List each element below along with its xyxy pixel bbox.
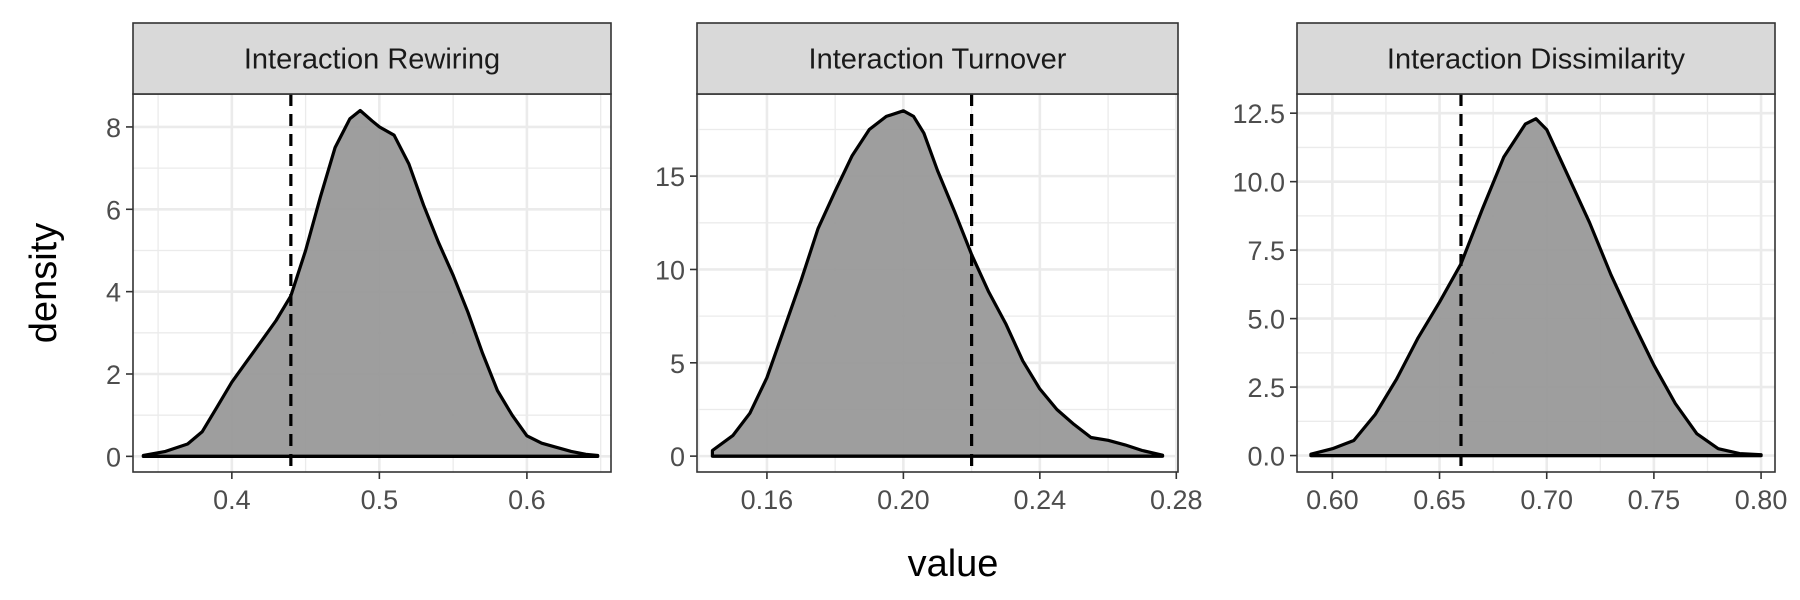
x-tick-label: 0.28 — [1150, 485, 1203, 515]
x-tick-label: 0.16 — [741, 485, 794, 515]
x-tick-label: 0.65 — [1413, 485, 1466, 515]
x-tick-label: 0.70 — [1520, 485, 1573, 515]
x-tick-label: 0.75 — [1628, 485, 1681, 515]
y-tick-label: 2.5 — [1247, 373, 1285, 403]
x-tick-label: 0.60 — [1306, 485, 1359, 515]
density-area — [1309, 117, 1763, 458]
x-axis-title: value — [908, 543, 999, 585]
y-tick-label: 8 — [106, 113, 121, 143]
x-tick-label: 0.80 — [1735, 485, 1788, 515]
facet-title: Interaction Turnover — [809, 44, 1067, 76]
y-tick-label: 5 — [670, 349, 685, 379]
facet-strip — [1296, 22, 1776, 95]
y-tick-label: 10 — [655, 255, 685, 285]
facet-title: Interaction Rewiring — [244, 44, 500, 76]
x-tick-label: 0.5 — [361, 485, 399, 515]
y-tick-label: 10.0 — [1232, 168, 1285, 198]
y-tick-label: 5.0 — [1247, 305, 1285, 335]
y-tick-label: 6 — [106, 195, 121, 225]
facet-title: Interaction Dissimilarity — [1387, 44, 1686, 76]
facet-strip — [696, 22, 1179, 95]
x-tick-label: 0.4 — [213, 485, 251, 515]
y-tick-label: 0.0 — [1247, 442, 1285, 472]
y-tick-label: 7.5 — [1247, 236, 1285, 266]
y-tick-label: 4 — [106, 278, 121, 308]
panel-1: Interaction Rewiring 0.4 0.5 0.6 0 2 4 6 8 — [106, 22, 612, 515]
y-tick-label: 0 — [670, 442, 685, 472]
density-area — [141, 108, 600, 458]
facet-strip — [132, 22, 612, 95]
x-tick-label: 0.6 — [508, 485, 546, 515]
panel-2: Interaction Turnover 0.16 0.20 0.24 0.28 0 5 10… — [655, 22, 1203, 515]
panel-3: Interaction Dissimilarity 0.60 0.65 0.70 0.7… — [1232, 22, 1788, 515]
y-axis-title: density — [23, 223, 65, 343]
y-tick-label: 2 — [106, 360, 121, 390]
x-tick-label: 0.20 — [877, 485, 930, 515]
y-tick-label: 12.5 — [1232, 99, 1285, 129]
y-tick-label: 0 — [106, 442, 121, 472]
density-area — [710, 109, 1165, 458]
y-tick-label: 15 — [655, 162, 685, 192]
x-tick-label: 0.24 — [1014, 485, 1067, 515]
